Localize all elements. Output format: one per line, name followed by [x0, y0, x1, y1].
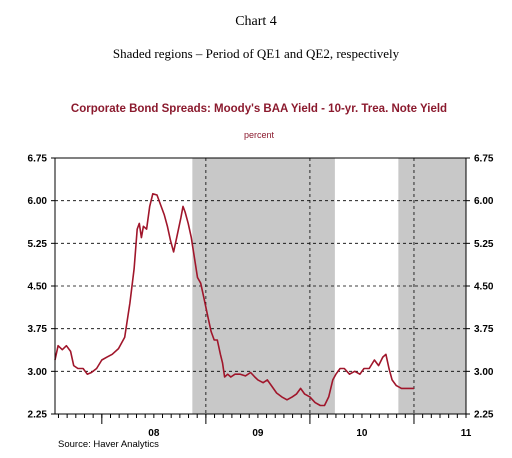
shade-qe1	[192, 158, 335, 414]
x-tick-label: 08	[148, 428, 160, 439]
x-tick-label: 11	[461, 428, 472, 439]
y-tick-label-right: 6.00	[474, 196, 494, 207]
y-tick-label-left: 5.25	[28, 239, 48, 250]
y-axis-left: 6.75 6.00 5.25 4.50 3.75 3.00 2.25	[28, 154, 55, 421]
y-tick-label-right: 6.75	[474, 154, 494, 165]
chart-number: Chart 4	[235, 14, 277, 29]
y-tick-label-right: 2.25	[474, 410, 494, 421]
shade-qe2	[398, 158, 466, 414]
y-tick-label-left: 6.75	[28, 154, 48, 165]
chart-title: Corporate Bond Spreads: Moody's BAA Yiel…	[71, 103, 447, 115]
y-tick-label-left: 2.25	[28, 410, 48, 421]
series-line-baa-spread	[54, 193, 414, 407]
x-tick-label: 10	[356, 428, 368, 439]
x-axis: 08 09 10 11	[57, 414, 472, 439]
y-axis-right: 6.75 6.00 5.25 4.50 3.75 3.00 2.25	[466, 154, 494, 421]
y-tick-label-right: 3.75	[474, 324, 494, 335]
y-tick-label-left: 4.50	[28, 282, 48, 293]
gridlines	[55, 158, 466, 414]
y-tick-label-left: 3.00	[28, 367, 48, 378]
y-axis-unit-label: percent	[244, 130, 275, 140]
shaded-regions	[192, 158, 466, 414]
x-tick-label: 09	[252, 428, 264, 439]
y-tick-label-left: 3.75	[28, 324, 48, 335]
y-tick-label-right: 4.50	[474, 282, 494, 293]
y-tick-label-right: 3.00	[474, 367, 494, 378]
source-note: Source: Haver Analytics	[58, 439, 159, 450]
y-tick-label-right: 5.25	[474, 239, 494, 250]
chart-subtitle: Shaded regions – Period of QE1 and QE2, …	[112, 46, 400, 61]
y-tick-label-left: 6.00	[28, 196, 48, 207]
